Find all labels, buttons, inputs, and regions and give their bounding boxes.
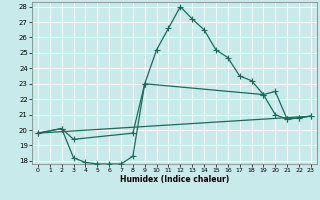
X-axis label: Humidex (Indice chaleur): Humidex (Indice chaleur) xyxy=(120,175,229,184)
